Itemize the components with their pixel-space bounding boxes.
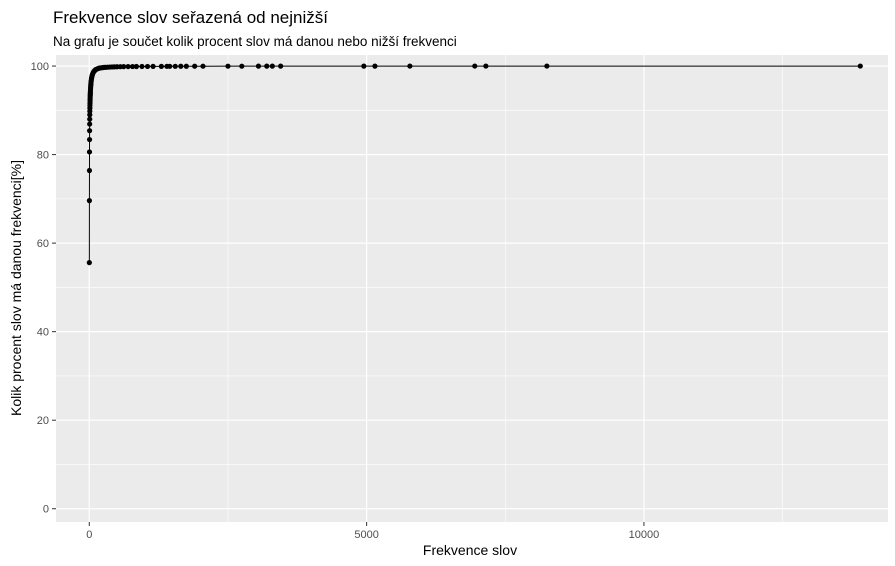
data-point bbox=[264, 63, 270, 69]
x-tick-label: 10000 bbox=[629, 529, 660, 541]
data-point bbox=[225, 63, 231, 69]
y-tick-label: 100 bbox=[31, 61, 49, 73]
data-point bbox=[239, 63, 245, 69]
data-point bbox=[167, 63, 173, 69]
data-point bbox=[407, 63, 413, 69]
data-point bbox=[129, 63, 136, 70]
data-point bbox=[87, 116, 93, 122]
x-axis-title: Frekvence slov bbox=[423, 542, 517, 558]
data-point bbox=[86, 260, 92, 266]
data-point bbox=[544, 63, 550, 69]
data-point bbox=[472, 63, 478, 69]
data-series bbox=[86, 63, 863, 266]
data-point bbox=[86, 149, 93, 155]
data-point bbox=[178, 63, 184, 69]
data-point bbox=[278, 63, 284, 69]
x-tick-label: 5000 bbox=[354, 529, 378, 541]
data-point bbox=[86, 198, 92, 204]
data-point bbox=[133, 63, 140, 70]
x-tick-label: 0 bbox=[86, 529, 92, 541]
data-point bbox=[144, 63, 151, 70]
y-tick-label: 0 bbox=[43, 504, 49, 516]
data-point bbox=[483, 63, 489, 69]
data-point bbox=[86, 136, 93, 143]
y-axis-title: Kolik procent slov má danou frekvenci[%] bbox=[8, 160, 24, 416]
data-point bbox=[361, 63, 367, 69]
axis-tick-labels: 0 5000 10000 0 20 40 60 80 100 bbox=[31, 61, 660, 541]
y-tick-label: 20 bbox=[37, 415, 49, 427]
data-point bbox=[372, 63, 378, 69]
data-point bbox=[87, 121, 93, 127]
data-point bbox=[87, 128, 93, 134]
data-point bbox=[269, 63, 275, 69]
chart-title: Frekvence slov seřazená od nejnižší bbox=[53, 8, 328, 27]
data-point bbox=[121, 64, 127, 70]
data-point bbox=[255, 63, 262, 69]
data-point bbox=[192, 63, 198, 69]
minor-gridlines bbox=[56, 55, 888, 522]
chart-subtitle: Na grafu je součet kolik procent slov má… bbox=[53, 34, 457, 49]
data-point bbox=[150, 63, 156, 69]
y-tick-label: 60 bbox=[37, 238, 49, 250]
data-point bbox=[125, 63, 131, 70]
data-point bbox=[183, 63, 189, 69]
data-point bbox=[857, 63, 863, 69]
data-point bbox=[86, 167, 93, 174]
data-point bbox=[158, 63, 164, 69]
data-point bbox=[139, 63, 145, 70]
axis-ticks bbox=[52, 65, 645, 526]
data-point bbox=[172, 63, 178, 69]
plot-panel bbox=[56, 55, 888, 522]
data-point bbox=[200, 63, 206, 69]
y-tick-label: 40 bbox=[37, 327, 49, 339]
y-tick-label: 80 bbox=[37, 150, 49, 162]
